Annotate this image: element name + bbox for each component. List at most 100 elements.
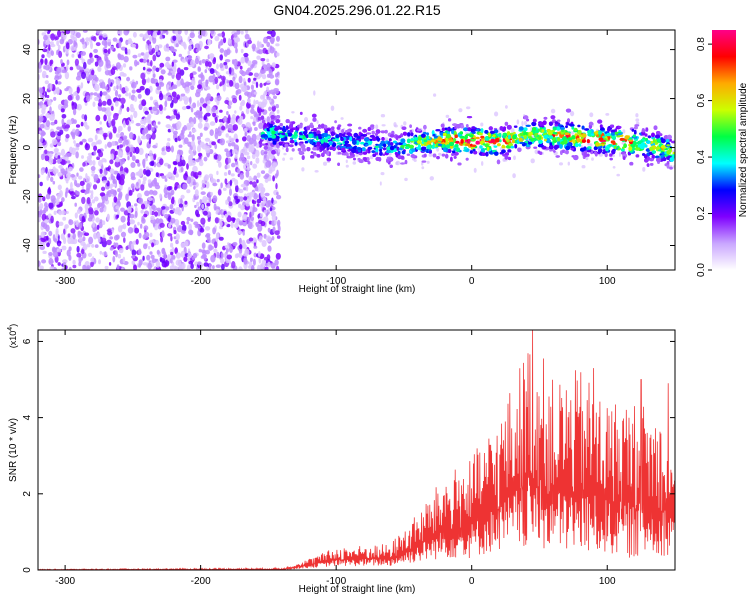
spectrogram-noise-cell <box>91 199 96 204</box>
spectrogram-noise-cell <box>150 254 155 259</box>
spectrogram-noise-cell <box>129 219 136 225</box>
spectrogram-noise-cell <box>197 66 201 71</box>
spectrogram-signal-cell <box>548 135 554 139</box>
spectrogram-noise-cell <box>123 56 129 63</box>
spectrogram-noise-cell <box>187 55 193 60</box>
spectrogram-noise-cell <box>159 35 163 40</box>
spectrogram-noise-cell <box>71 53 75 58</box>
spectrogram-noise-cell <box>173 230 177 235</box>
spectrogram-noise-cell <box>176 222 179 228</box>
spectrogram-noise-cell <box>167 128 172 133</box>
spectrogram-signal-cell <box>538 121 544 126</box>
spectrogram-noise-cell <box>220 252 224 259</box>
spectrogram-signal-cell <box>598 130 603 135</box>
spectrogram-noise-cell <box>40 153 45 161</box>
spectrogram-noise-cell <box>64 224 69 229</box>
spectrogram-noise-cell <box>154 102 159 107</box>
spectrogram-noise-cell <box>61 159 66 166</box>
spectrogram-signal-cell <box>329 146 335 150</box>
spectrogram-halo-cell <box>316 120 319 124</box>
spectrogram-noise-cell <box>72 133 76 140</box>
spectrogram-signal-cell <box>447 149 452 153</box>
spectrogram-noise-cell <box>134 203 138 207</box>
spectrogram-signal-cell <box>299 123 303 129</box>
spectrogram-noise-cell <box>52 251 59 258</box>
spectrogram-noise-cell <box>147 123 152 131</box>
spectrogram-noise-cell <box>127 48 131 56</box>
spectrogram-noise-cell <box>118 152 124 157</box>
spectrogram-noise-cell <box>151 242 155 248</box>
spectrogram-noise-cell <box>140 184 145 191</box>
spectrogram-noise-cell <box>39 181 43 187</box>
spectrogram-noise-cell <box>248 216 251 222</box>
spectrogram-signal-cell <box>404 159 408 165</box>
spectrogram-halo-cell <box>521 120 524 127</box>
spectrogram-signal-cell <box>572 139 576 144</box>
spectrogram-signal-cell <box>316 130 321 135</box>
spectrogram-noise-cell <box>229 245 233 253</box>
spectrogram-noise-cell <box>82 43 86 50</box>
spectrogram-noise-cell <box>107 141 112 148</box>
spectrogram-halo-cell <box>379 181 382 186</box>
spectrogram-signal-cell <box>635 154 640 158</box>
spectrogram-signal-cell <box>667 134 672 140</box>
spectrogram-noise-cell <box>56 40 60 46</box>
spectrogram-noise-cell <box>84 143 91 151</box>
spectrogram-halo-cell <box>550 108 556 114</box>
spectrogram-signal-cell <box>269 127 275 132</box>
spectrogram-noise-cell <box>220 38 224 46</box>
spectrogram-noise-cell <box>44 202 48 208</box>
spectrogram-noise-cell <box>258 122 264 129</box>
spectrogram-signal-cell <box>473 150 478 155</box>
spectrogram-noise-cell <box>237 230 243 235</box>
spectrogram-noise-cell <box>65 42 70 50</box>
spectrogram-noise-cell <box>102 91 108 96</box>
spectrogram-noise-cell <box>144 88 151 96</box>
spectrogram-noise-cell <box>237 211 242 218</box>
spectrogram-noise-cell <box>61 118 65 126</box>
spectrogram-signal-cell <box>485 151 489 157</box>
spectrogram-noise-cell <box>142 176 147 182</box>
spectrogram-signal-cell <box>372 153 377 157</box>
spectrogram-noise-cell <box>101 186 106 192</box>
spectrogram-signal-cell <box>316 154 321 158</box>
spectrogram-signal-cell <box>389 142 394 146</box>
spectrogram-noise-cell <box>170 235 173 242</box>
spectrogram-noise-cell <box>161 206 166 210</box>
spectrogram-noise-cell <box>184 30 188 36</box>
spectrogram-noise-cell <box>222 187 227 191</box>
spectrogram-noise-cell <box>38 146 42 151</box>
spectrogram-signal-cell <box>349 136 353 142</box>
spectrogram-signal-cell <box>342 140 346 145</box>
spectrogram-noise-cell <box>260 201 265 209</box>
spectrogram-signal-cell <box>624 135 630 140</box>
spectrogram-noise-cell <box>199 117 203 123</box>
spectrogram-noise-cell <box>130 162 136 168</box>
spectrogram-noise-cell <box>214 206 221 211</box>
spectrogram-noise-cell <box>137 53 142 58</box>
spectrogram-signal-cell <box>448 141 455 147</box>
spectrogram-noise-cell <box>212 79 216 85</box>
spectrogram-noise-cell <box>238 75 243 84</box>
spectrogram-noise-cell <box>270 210 276 217</box>
spectrogram-noise-cell <box>120 215 126 223</box>
spectrogram-noise-cell <box>258 235 263 243</box>
spectrogram-signal-cell <box>357 147 362 151</box>
spectrogram-noise-cell <box>107 48 111 55</box>
spectrogram-noise-cell <box>119 83 122 91</box>
spectrogram-noise-cell <box>170 251 174 256</box>
spectrogram-noise-cell <box>94 210 99 216</box>
spectrogram-noise-cell <box>83 232 90 236</box>
spectrogram-noise-cell <box>245 170 250 178</box>
spectrogram-noise-cell <box>131 155 136 162</box>
spectrogram-noise-cell <box>76 172 79 177</box>
spectrogram-noise-cell <box>190 85 195 91</box>
spectrogram-signal-cell <box>454 144 459 148</box>
spectrogram-noise-cell <box>189 96 192 105</box>
spectrogram-signal-cell <box>519 132 525 136</box>
spectrogram-noise-cell <box>66 59 70 66</box>
spectrogram-noise-cell <box>50 195 56 202</box>
spectrogram-signal-cell <box>368 141 372 146</box>
spectrogram-signal-cell <box>459 124 465 129</box>
spectrogram-signal-cell <box>389 164 393 168</box>
